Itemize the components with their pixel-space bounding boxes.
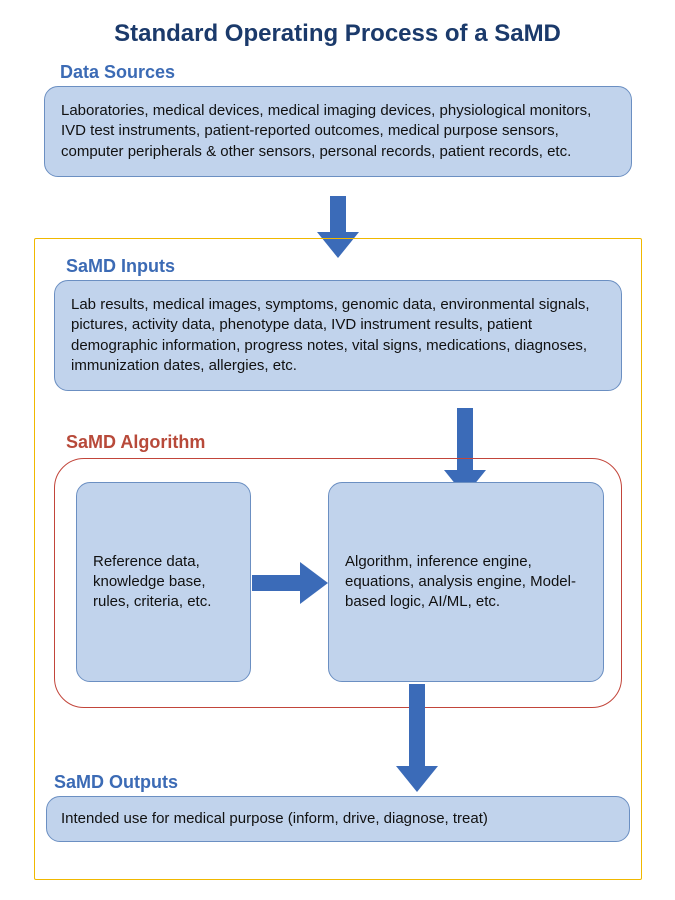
samd-inputs-label: SaMD Inputs xyxy=(66,256,175,277)
samd-inputs-box: Lab results, medical images, symptoms, g… xyxy=(54,280,622,391)
samd-outputs-box: Intended use for medical purpose (inform… xyxy=(46,796,630,842)
arrow-down-icon xyxy=(392,684,442,792)
data-sources-label: Data Sources xyxy=(60,62,175,83)
data-sources-box: Laboratories, medical devices, medical i… xyxy=(44,86,632,177)
samd-outputs-label: SaMD Outputs xyxy=(54,772,178,793)
arrow-right-icon xyxy=(252,560,328,606)
algorithm-reference-box: Reference data, knowledge base, rules, c… xyxy=(76,482,251,682)
samd-algorithm-label: SaMD Algorithm xyxy=(66,432,205,453)
page-title: Standard Operating Process of a SaMD xyxy=(0,0,675,62)
algorithm-engine-box: Algorithm, inference engine, equations, … xyxy=(328,482,604,682)
